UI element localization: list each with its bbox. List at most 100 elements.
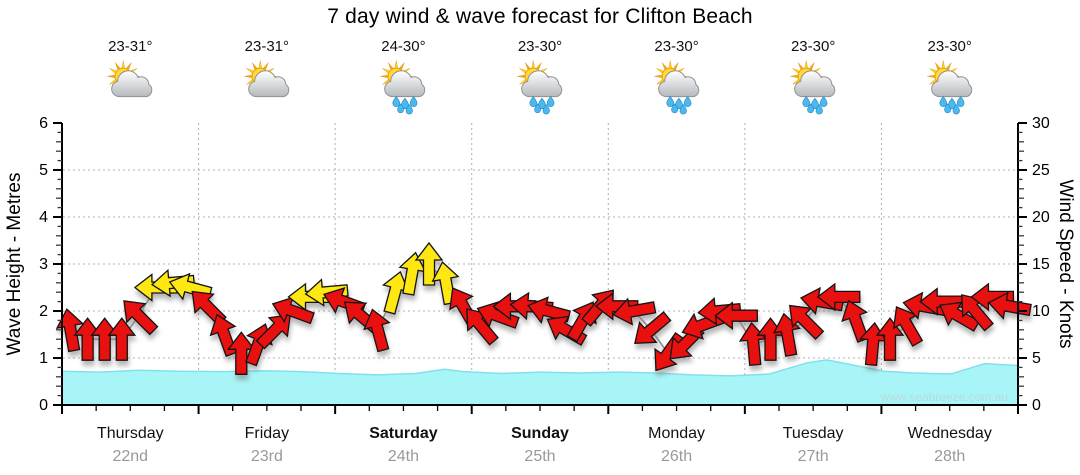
rain-drop [410, 96, 418, 107]
day-label: Saturday [369, 425, 438, 442]
wave-height-area [62, 359, 1018, 405]
wind-arrow-shape [304, 278, 349, 307]
sun-cloud-rain-icon [790, 60, 836, 115]
wind-arrow [226, 331, 256, 375]
temp-range-label: 23-30° [517, 38, 563, 55]
weather-icon-wrap [786, 57, 840, 120]
temp-range-label: 24-30° [381, 38, 426, 55]
date-label: 24th [388, 448, 419, 465]
wind-arrow [304, 278, 349, 307]
wind-arrow-shape [226, 331, 256, 375]
date-label: 23rd [251, 448, 283, 465]
wind-arrow [107, 317, 137, 361]
wind-arrow [594, 291, 639, 321]
cloud [111, 70, 153, 98]
rain-drop [807, 103, 815, 114]
wind-arrow [466, 308, 499, 346]
wind-arrow [55, 308, 85, 353]
temp-range-label: 23-31° [244, 38, 290, 55]
rain-drop [819, 96, 828, 107]
wind-arrow [527, 296, 572, 324]
weather-icon-wrap [240, 57, 294, 120]
wind-arrow-shape [90, 317, 120, 361]
wind-arrow [363, 308, 391, 353]
cloud [794, 70, 836, 98]
weather-icon-wrap [376, 57, 430, 120]
rain-drop [939, 96, 947, 107]
left-tick-label: 1 [39, 350, 48, 367]
rain-drop [529, 96, 538, 107]
temp-range-label: 23-30° [927, 38, 972, 55]
cloud [930, 70, 972, 98]
day-label: Friday [245, 425, 289, 442]
left-tick-label: 2 [39, 303, 48, 320]
cloud [384, 70, 426, 98]
wind-arrow-shape [634, 311, 672, 344]
wind-arrow [73, 317, 102, 361]
sun-cloud-rain-icon [380, 60, 426, 115]
day-label: Thursday [97, 425, 164, 442]
right-tick-label: 0 [1032, 397, 1041, 414]
watermark: www.seabreeze.com.au [880, 390, 1008, 404]
rain-drop [802, 96, 811, 107]
wind-arrow [634, 311, 672, 344]
wind-arrow-shape [594, 291, 639, 321]
wind-arrow-shape [398, 251, 427, 296]
wind-arrow [714, 301, 758, 331]
left-tick-label: 6 [39, 115, 48, 132]
left-tick-label: 3 [39, 256, 48, 273]
date-label: 28th [934, 448, 965, 465]
wind-arrow [123, 300, 159, 336]
cloud [657, 70, 699, 98]
rain-drop [546, 96, 555, 107]
rain-drop [943, 103, 951, 114]
wind-arrow [612, 297, 657, 326]
right-tick-label: 15 [1032, 256, 1050, 273]
rain-drop [397, 103, 405, 114]
weather-icon-wrap [513, 57, 567, 120]
rain-drop [542, 104, 550, 115]
date-label: 26th [661, 448, 692, 465]
wind-arrow [90, 317, 120, 361]
right-tick-label: 10 [1032, 303, 1050, 320]
date-label: 22nd [112, 448, 148, 465]
wind-arrow-shape [919, 287, 963, 316]
right-tick-label: 25 [1032, 162, 1050, 179]
rain-drop [537, 97, 546, 110]
rain-drop [666, 96, 674, 107]
wind-arrow-shape [363, 308, 391, 353]
wind-series [55, 241, 1032, 375]
cloud [521, 70, 563, 98]
axes: 0 1 2 3 4 5 6 0 5 10 15 20 25 30 [39, 115, 1050, 414]
sun-cloud-icon [107, 60, 153, 98]
rain-drop [679, 104, 687, 115]
rain-drop [815, 104, 823, 115]
wind-arrow-shape [527, 296, 572, 324]
wind-arrow-shape [255, 314, 292, 350]
rain-drop [811, 97, 820, 110]
wind-arrow [919, 287, 963, 316]
wind-arrow-shape [466, 308, 499, 346]
temp-range-label: 23-30° [790, 38, 836, 55]
wind-arrow [255, 314, 292, 350]
rain-drop [956, 96, 965, 107]
rain-drop [952, 104, 960, 115]
rain-drop [534, 103, 541, 114]
wind-arrow-shape [55, 308, 85, 353]
weather-icon-wrap [923, 57, 977, 120]
chart-title: 7 day wind & wave forecast for Clifton B… [327, 5, 753, 28]
temp-range-label: 23-30° [654, 38, 699, 55]
wind-arrow-shape [123, 300, 159, 336]
day-label: Wednesday [908, 425, 992, 442]
wind-arrow [892, 305, 924, 347]
sun-cloud-rain-icon [517, 60, 563, 115]
cloud [248, 70, 290, 98]
wind-arrow-shape [107, 317, 137, 361]
date-label: 27th [798, 448, 829, 465]
left-tick-label: 0 [39, 397, 48, 414]
wind-arrow [816, 282, 861, 312]
sun-cloud-icon [244, 60, 290, 98]
day-label: Tuesday [783, 425, 844, 442]
